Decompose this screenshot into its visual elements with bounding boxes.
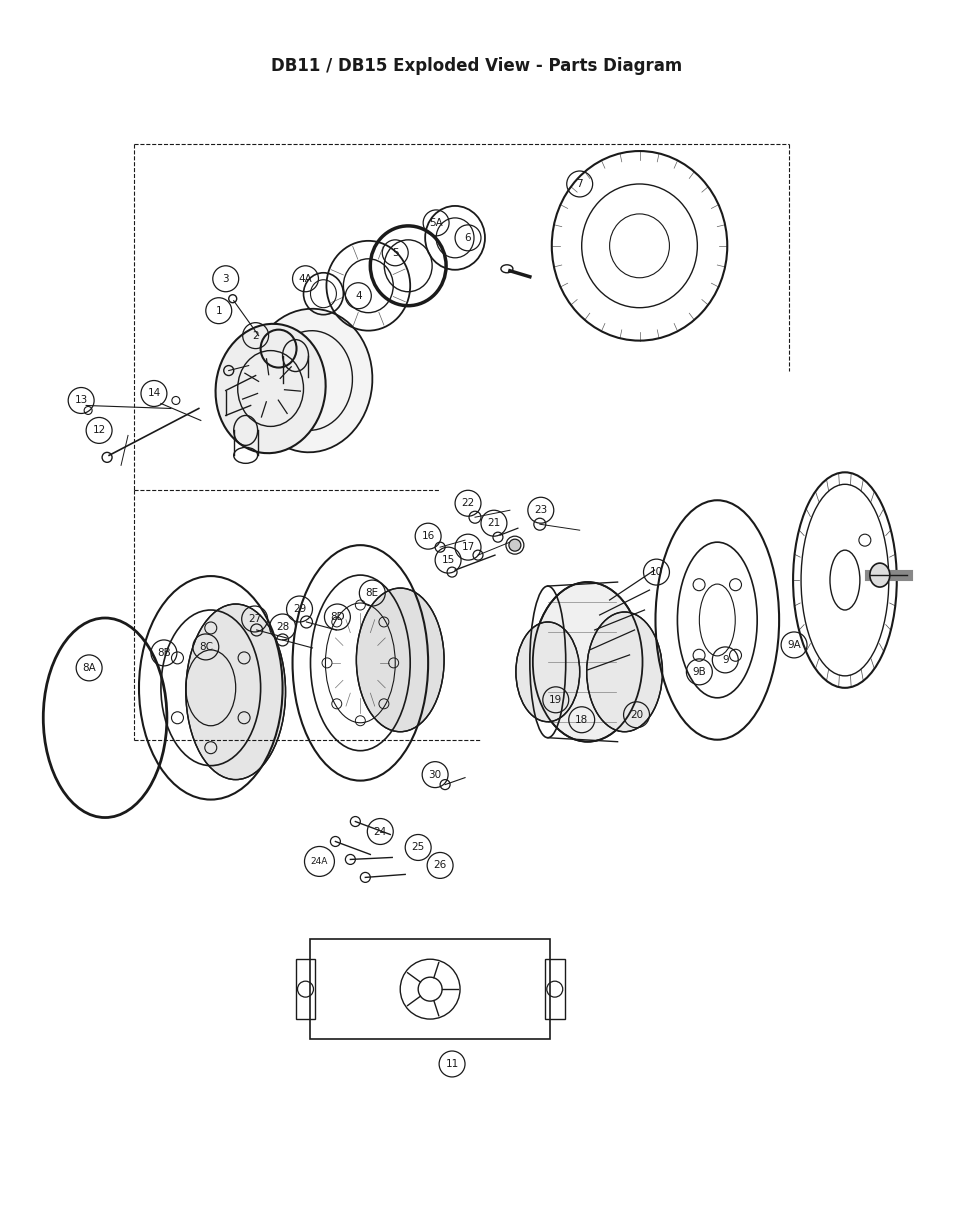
Text: 28: 28 (275, 622, 289, 632)
Text: 13: 13 (74, 395, 88, 405)
Text: 8D: 8D (330, 612, 344, 622)
Bar (295, 960, 315, 1020)
Text: 5: 5 (392, 248, 398, 258)
Text: 18: 18 (575, 715, 588, 725)
Text: 10: 10 (649, 567, 662, 577)
Text: 25: 25 (411, 843, 424, 853)
Text: 4A: 4A (298, 274, 312, 283)
Text: DB11 / DB15 Exploded View - Parts Diagram: DB11 / DB15 Exploded View - Parts Diagra… (271, 58, 682, 75)
Text: 9: 9 (721, 655, 728, 665)
Ellipse shape (533, 582, 641, 741)
Text: 9A: 9A (786, 640, 801, 650)
Text: 8C: 8C (198, 642, 213, 652)
Bar (544, 960, 564, 1020)
Text: 24: 24 (374, 827, 387, 837)
Text: 29: 29 (293, 604, 306, 614)
Text: 12: 12 (92, 426, 106, 436)
Text: 4: 4 (355, 291, 361, 301)
Ellipse shape (249, 309, 372, 453)
Text: 8E: 8E (365, 588, 378, 598)
Ellipse shape (586, 612, 661, 731)
Text: 16: 16 (421, 531, 435, 541)
Ellipse shape (869, 563, 889, 587)
Text: 5A: 5A (429, 218, 442, 228)
Ellipse shape (215, 324, 325, 453)
Text: 9B: 9B (692, 666, 705, 677)
Text: 30: 30 (428, 769, 441, 779)
Text: 1: 1 (215, 306, 222, 315)
Text: 15: 15 (441, 555, 455, 566)
Ellipse shape (516, 622, 579, 721)
Text: 21: 21 (487, 518, 500, 528)
Text: 2: 2 (253, 330, 258, 341)
Text: 7: 7 (576, 179, 582, 189)
Circle shape (508, 539, 520, 551)
Ellipse shape (356, 588, 444, 731)
Text: 27: 27 (248, 614, 261, 625)
Text: 22: 22 (461, 498, 475, 508)
Text: 3: 3 (222, 274, 229, 283)
Text: 23: 23 (534, 506, 547, 515)
Ellipse shape (186, 604, 285, 779)
Text: 8A: 8A (82, 663, 96, 672)
Text: 6: 6 (464, 233, 471, 243)
Text: 17: 17 (461, 542, 475, 552)
Text: 24A: 24A (311, 856, 328, 866)
Bar (310, 939, 549, 1039)
Text: 26: 26 (433, 860, 446, 870)
Text: 20: 20 (629, 709, 642, 720)
Text: 14: 14 (147, 389, 160, 399)
Text: 11: 11 (445, 1059, 458, 1069)
Text: 8B: 8B (157, 648, 171, 658)
Text: 19: 19 (549, 694, 562, 704)
